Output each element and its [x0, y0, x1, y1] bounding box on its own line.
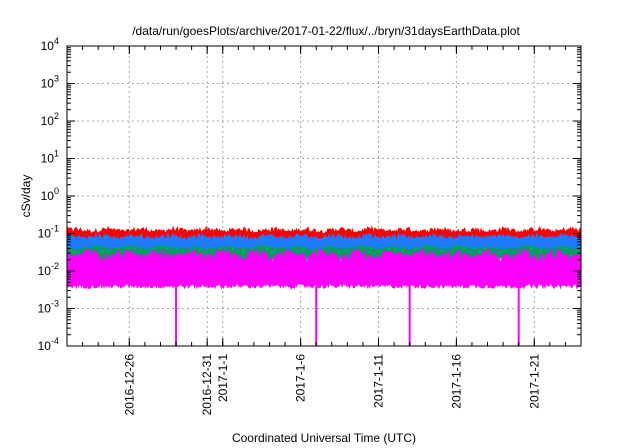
series-band: [66, 247, 582, 346]
x-tick-label: 2017-1-6: [294, 354, 308, 402]
y-tick-label: 103: [41, 74, 59, 91]
y-tick-label: 10-4: [38, 336, 59, 353]
y-tick-label: 104: [41, 36, 59, 53]
y-tick-label: 10-2: [38, 261, 59, 278]
y-tick-label: 102: [41, 111, 59, 128]
y-tick-labels: 10-4 10-3 10-2 10-1 100 101 102 103 104: [38, 36, 59, 353]
series-line: [66, 231, 582, 242]
y-tick-label: 100: [41, 186, 59, 203]
x-tick-label: 2017-1-1: [216, 354, 230, 402]
x-tick-label: 2016-12-31: [200, 354, 214, 416]
series-layer: [66, 225, 582, 346]
chart-title: /data/run/goesPlots/archive/2017-01-22/f…: [132, 24, 520, 38]
y-tick-label: 10-1: [38, 224, 59, 241]
y-axis-label: cSv/day: [19, 175, 33, 218]
x-axis-label: Coordinated Universal Time (UTC): [232, 431, 416, 445]
series-line: [66, 247, 582, 265]
y-tick-label: 101: [41, 149, 59, 166]
y-tick-label: 10-3: [38, 299, 59, 316]
x-tick-label: 2017-1-21: [527, 354, 541, 409]
x-tick-label: 2016-12-26: [122, 354, 136, 416]
x-tick-labels: 2016-12-26 2016-12-31 2017-1-1 2017-1-6 2017…: [122, 354, 541, 416]
x-tick-label: 2017-1-16: [449, 354, 463, 409]
grid-lines: [67, 46, 581, 346]
x-tick-label: 2017-1-11: [372, 354, 386, 408]
series-line: [66, 225, 582, 236]
axis-ticks: [66, 45, 582, 347]
